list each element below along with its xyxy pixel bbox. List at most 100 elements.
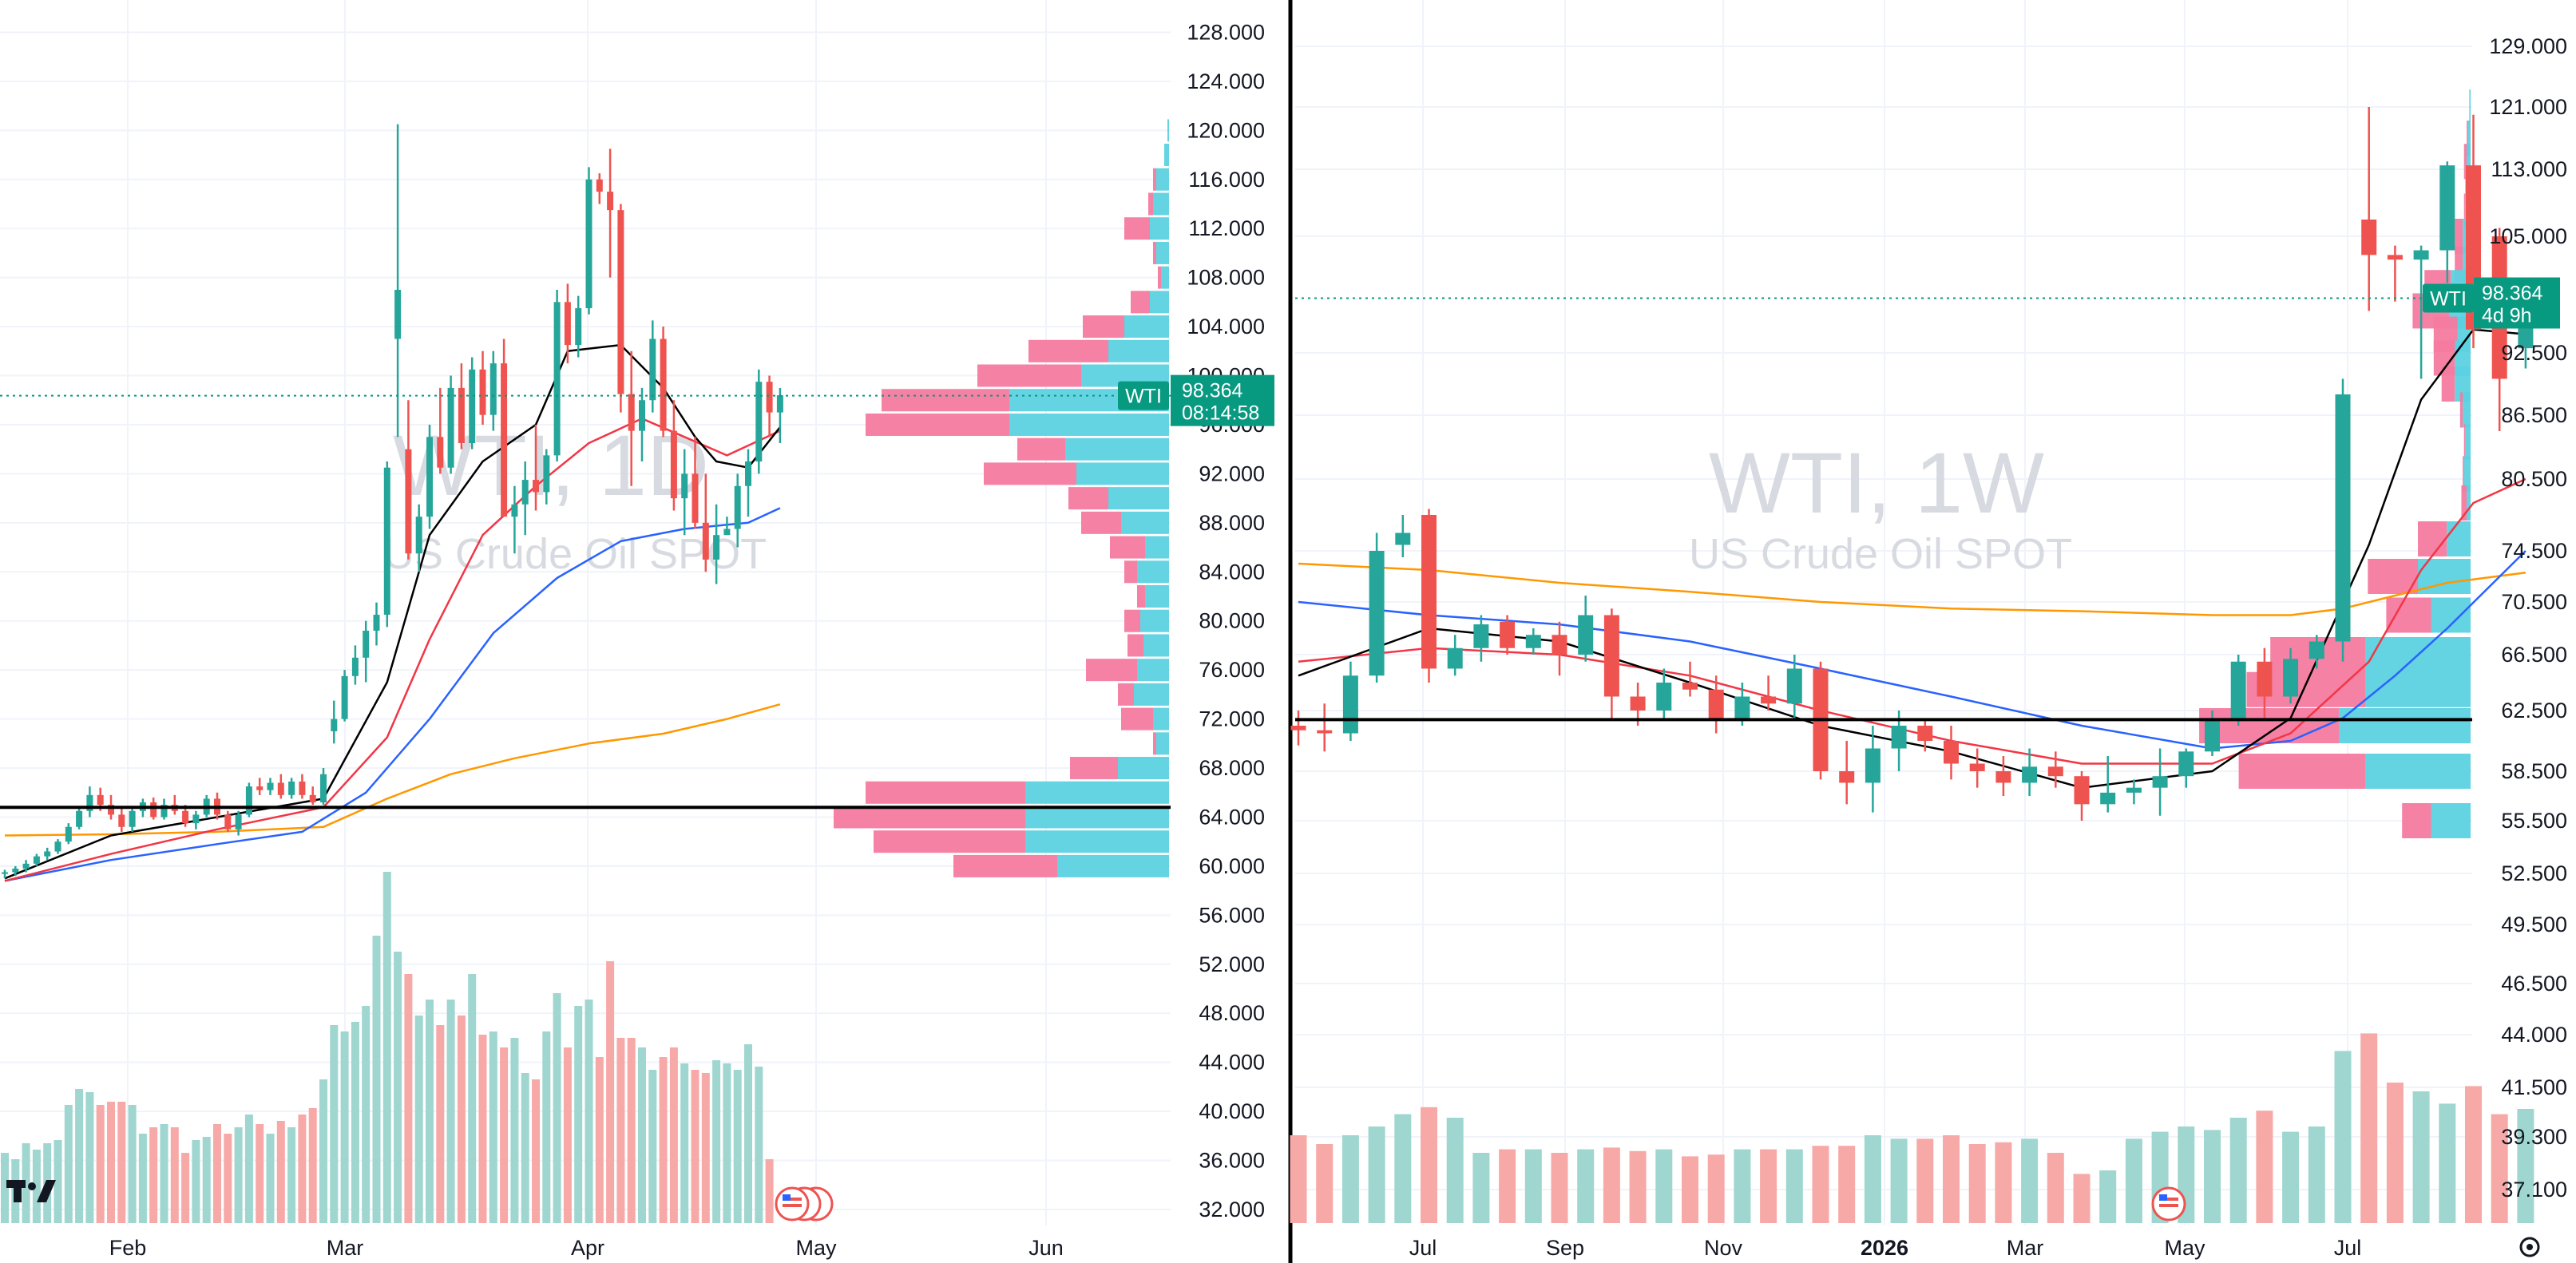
l-candle[interactable] <box>54 839 61 854</box>
l-candle[interactable] <box>489 350 497 431</box>
r-candle[interactable] <box>2413 245 2429 379</box>
l-candle[interactable] <box>394 124 402 437</box>
gear-icon[interactable] <box>2519 1237 2540 1257</box>
r-candle[interactable] <box>2047 751 2063 788</box>
r-candle[interactable] <box>1656 668 1672 719</box>
l-candle[interactable] <box>766 375 773 437</box>
l-candle[interactable] <box>129 807 136 832</box>
l-candle[interactable] <box>267 778 274 795</box>
r-candle[interactable] <box>1865 726 1880 813</box>
l-candle[interactable] <box>745 449 751 517</box>
r-candle[interactable] <box>1839 741 1855 805</box>
r-candle[interactable] <box>1786 655 1802 719</box>
r-candle[interactable] <box>1473 615 1489 662</box>
r-candle[interactable] <box>2178 748 2194 788</box>
l-candle[interactable] <box>607 148 614 278</box>
r-candle[interactable] <box>1395 515 1411 557</box>
l-candle[interactable] <box>426 424 433 529</box>
r-candle[interactable] <box>2439 161 2455 283</box>
r-candle[interactable] <box>2335 378 2351 662</box>
r-candle[interactable] <box>1290 711 1306 746</box>
l-candle[interactable] <box>373 602 380 646</box>
r-candle[interactable] <box>1421 509 1437 683</box>
r-candle[interactable] <box>1317 703 1333 752</box>
l-candle[interactable] <box>320 768 327 806</box>
r-candle[interactable] <box>2387 245 2403 302</box>
r-candle[interactable] <box>1369 533 1385 683</box>
l-candle[interactable] <box>22 860 30 873</box>
l-candle[interactable] <box>692 437 699 529</box>
r-candle[interactable] <box>1525 628 1541 655</box>
l-candle[interactable] <box>383 461 390 628</box>
l-candle[interactable] <box>575 295 582 358</box>
l-candle[interactable] <box>533 424 539 511</box>
l-candle[interactable] <box>713 504 720 584</box>
r-candle[interactable] <box>2230 655 2246 726</box>
l-candle[interactable] <box>702 473 709 572</box>
r-candle[interactable] <box>1500 615 1516 655</box>
r-candle[interactable] <box>1917 718 1933 752</box>
l-candle[interactable] <box>235 810 242 836</box>
l-candle[interactable] <box>331 700 338 744</box>
l-candle[interactable] <box>118 807 125 832</box>
l-candle[interactable] <box>511 485 518 554</box>
l-candle[interactable] <box>224 810 232 832</box>
weekly-price-axis[interactable]: 129.000 121.000 113.000 105.000 92.500 86.500… <box>2489 34 2567 1202</box>
l-candle[interactable] <box>76 807 83 829</box>
l-candle[interactable] <box>437 387 444 474</box>
l-candle[interactable] <box>469 357 476 449</box>
us-flag-icon[interactable] <box>775 1186 834 1221</box>
r-candle[interactable] <box>2283 647 2299 704</box>
l-candle[interactable] <box>596 173 603 204</box>
l-candle[interactable] <box>415 504 422 572</box>
daily-chart-panel[interactable]: WTI, 1D US Crude Oil SPOT 128.000 124.000… <box>0 0 1274 1260</box>
l-candle[interactable] <box>543 449 550 505</box>
l-candle[interactable] <box>776 387 783 443</box>
l-candle[interactable] <box>86 786 93 818</box>
r-candle[interactable] <box>1603 608 1619 719</box>
r-candle[interactable] <box>1682 661 1698 697</box>
l-candle[interactable] <box>458 363 465 449</box>
r-candle[interactable] <box>1708 675 1724 734</box>
l-candle[interactable] <box>501 339 508 517</box>
us-flag-icon[interactable] <box>2151 1186 2186 1221</box>
l-candle[interactable] <box>161 798 168 820</box>
l-candle[interactable] <box>734 473 741 548</box>
l-candle[interactable] <box>341 670 348 722</box>
l-candle[interactable] <box>44 847 51 861</box>
l-candle[interactable] <box>309 786 316 806</box>
r-candle[interactable] <box>2152 748 2168 816</box>
r-candle[interactable] <box>1944 726 1959 780</box>
r-candle[interactable] <box>2126 779 2142 805</box>
l-candle[interactable] <box>521 461 529 536</box>
l-candle[interactable] <box>256 778 264 795</box>
l-candle[interactable] <box>670 400 677 511</box>
daily-candles[interactable] <box>2 124 783 879</box>
r-candle[interactable] <box>2361 107 2377 311</box>
l-candle[interactable] <box>288 778 295 799</box>
r-candle[interactable] <box>2308 635 2324 669</box>
l-candle[interactable] <box>639 387 645 462</box>
l-candle[interactable] <box>277 774 284 799</box>
l-candle[interactable] <box>192 810 200 829</box>
l-candle[interactable] <box>553 290 561 462</box>
l-candle[interactable] <box>33 853 40 866</box>
l-candle[interactable] <box>447 375 454 474</box>
l-candle[interactable] <box>681 449 688 536</box>
r-candle[interactable] <box>2074 771 2090 821</box>
l-candle[interactable] <box>405 400 412 560</box>
l-candle[interactable] <box>245 782 252 818</box>
l-candle[interactable] <box>2 869 8 879</box>
l-candle[interactable] <box>564 283 571 364</box>
r-candle[interactable] <box>1447 635 1463 676</box>
l-candle[interactable] <box>723 517 731 536</box>
l-candle[interactable] <box>585 167 592 315</box>
r-candle[interactable] <box>1761 675 1777 711</box>
r-candle[interactable] <box>1578 596 1594 662</box>
r-candle[interactable] <box>2100 756 2116 813</box>
r-candle[interactable] <box>2257 647 2273 719</box>
l-candle[interactable] <box>755 369 763 474</box>
l-candle[interactable] <box>649 320 656 413</box>
r-candle[interactable] <box>1995 756 2011 796</box>
l-candle[interactable] <box>65 823 72 845</box>
